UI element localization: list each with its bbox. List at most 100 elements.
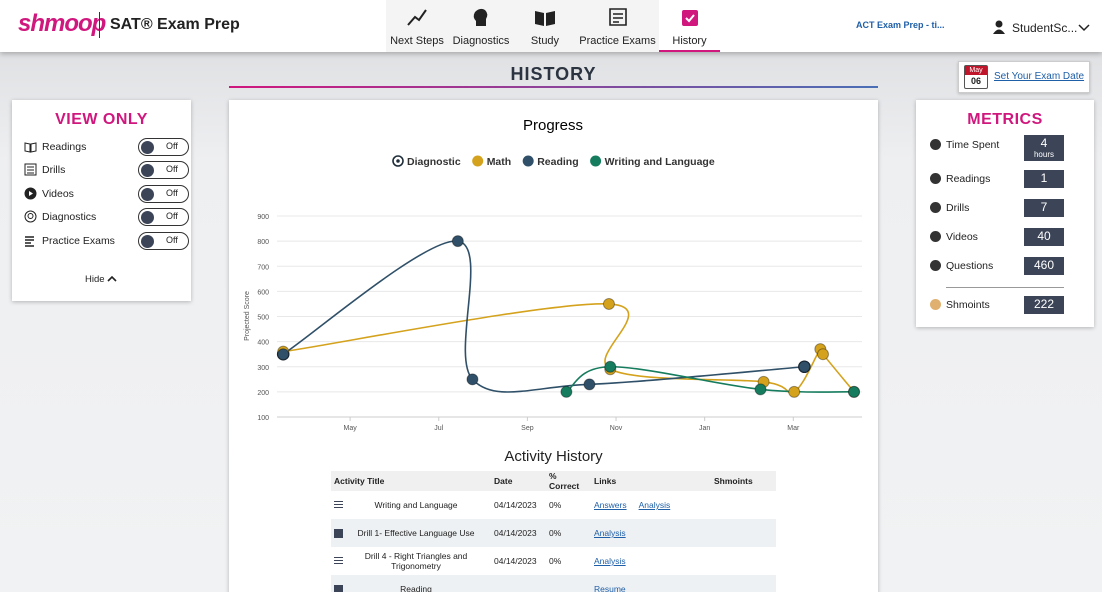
toggle-knob — [141, 163, 154, 177]
toggle-knob — [141, 140, 154, 154]
y-tick-label: 600 — [257, 289, 269, 296]
cell: Drill 1- Effective Language Use — [331, 519, 491, 547]
icon — [25, 236, 34, 247]
metrics-panel: METRICS Time Spent 4 hours Readings 1 Drills 7… — [916, 100, 1094, 327]
toggle-state: Off — [166, 141, 178, 151]
activity-link[interactable]: Resume — [594, 584, 626, 592]
metric-value: 460 — [1024, 257, 1064, 275]
legend-swatch — [472, 155, 484, 167]
metric-number: 1 — [1040, 171, 1048, 185]
activity-link[interactable]: Analysis — [594, 528, 626, 538]
y-tick-label: 200 — [257, 390, 269, 397]
cell: 04/14/2023 — [491, 519, 546, 547]
cell — [491, 575, 546, 592]
history-card: Progress Projected Score 100 200 300 400 500 60… — [229, 100, 878, 592]
legend-label: Reading — [537, 156, 578, 168]
metric-label: Readings — [946, 173, 991, 185]
icon — [608, 8, 627, 26]
toggle-state: Off — [166, 235, 178, 245]
divider — [99, 12, 100, 38]
activity-row: Reading Resume — [331, 575, 776, 592]
product-switch[interactable]: ACT Exam Prep - ti... — [856, 20, 945, 30]
cell: Analysis — [591, 547, 776, 575]
cell: Drill 4 - Right Triangles and Trigonomet… — [331, 547, 491, 575]
x-tick-label: May — [344, 425, 358, 432]
toggle[interactable]: Off — [138, 232, 189, 250]
x-tick-label: Sep — [521, 425, 534, 432]
metric-number: 460 — [1033, 258, 1055, 272]
chevron — [1078, 24, 1090, 32]
cell: 04/14/2023 — [494, 500, 537, 510]
activity-link[interactable]: Answers — [594, 500, 627, 510]
nav-tab[interactable]: Next Steps — [386, 0, 448, 52]
activity-link[interactable]: Analysis — [638, 500, 671, 510]
user-icon — [993, 20, 1005, 34]
x-tick-label: Jan — [699, 425, 710, 432]
icon — [24, 163, 37, 176]
activity-name: Drill 4 - Right Triangles and Trigonomet… — [364, 551, 468, 571]
toggle[interactable]: Off — [138, 208, 189, 226]
data-point — [817, 348, 829, 361]
product-name: SAT® Exam Prep — [110, 16, 240, 33]
metric-number: 7 — [1040, 200, 1048, 214]
y-tick-label: 100 — [257, 415, 269, 422]
page-title: HISTORY — [510, 64, 597, 84]
toggle[interactable]: Off — [138, 161, 189, 179]
nav-tab[interactable]: Practice Exams — [576, 0, 659, 52]
exam-date[interactable]: May 06 Set Your Exam Date — [958, 61, 1090, 93]
toggle-label: Videos — [42, 188, 74, 200]
exam-date-link[interactable]: Set Your Exam Date — [994, 71, 1085, 82]
metric-icon — [930, 231, 941, 242]
nav-tab[interactable]: History — [659, 0, 720, 52]
column-header: Links — [591, 471, 711, 491]
metric-value: 40 — [1024, 228, 1064, 246]
metric-label: Drills — [946, 202, 970, 214]
data-point — [788, 385, 801, 398]
activity-row: Writing and Language 04/14/2023 0% Answers A… — [331, 491, 776, 519]
toggle[interactable]: Off — [138, 185, 189, 203]
toggle-state: Off — [166, 188, 178, 198]
metric-unit: hours — [1033, 150, 1054, 159]
legend-label: Diagnostic — [407, 156, 461, 168]
tab-label: History — [672, 35, 707, 47]
metric-icon — [930, 202, 941, 213]
metric-icon — [930, 139, 941, 150]
nav-tab[interactable]: Study — [514, 0, 576, 52]
metric-value: 222 — [1024, 296, 1064, 314]
toggle-label: Practice Exams — [42, 235, 115, 247]
metric-number: 222 — [1033, 297, 1055, 311]
toggle-state: Off — [166, 211, 178, 221]
toggle-label: Drills — [42, 164, 66, 176]
diagnostic-core — [396, 159, 400, 163]
progress-chart: Progress Projected Score 100 200 300 400 500 60… — [244, 117, 862, 432]
metric-label: Time Spent — [946, 139, 1000, 151]
tab-label: Next Steps — [390, 35, 444, 47]
y-axis-label: Projected Score — [244, 291, 251, 341]
row-icon — [334, 500, 343, 510]
data-point — [277, 348, 290, 361]
x-tick-label: Nov — [610, 425, 623, 432]
data-point — [798, 360, 811, 373]
metric-value: 4 hours — [1024, 135, 1064, 161]
user-menu[interactable]: StudentSc... — [1012, 21, 1078, 35]
toggle[interactable]: Off — [138, 138, 189, 156]
logo[interactable]: shmoop — [18, 10, 106, 37]
icon — [24, 142, 37, 153]
cell: 0% — [549, 500, 562, 510]
activity-row: Drill 1- Effective Language Use 04/14/202… — [331, 519, 776, 547]
data-point — [604, 360, 617, 373]
cell: Resume — [591, 575, 776, 592]
metric-number: 4 — [1040, 136, 1048, 150]
panel-title: METRICS — [967, 111, 1043, 128]
toggle-knob — [141, 234, 154, 248]
chart-title: Progress — [523, 117, 583, 134]
icon — [407, 9, 427, 26]
nav-tab[interactable]: Diagnostics — [448, 0, 514, 52]
icon — [473, 8, 488, 26]
activity-name: Drill 1- Effective Language Use — [357, 528, 475, 539]
data-point — [451, 235, 464, 248]
cell — [546, 575, 591, 592]
activity-link[interactable]: Analysis — [594, 556, 626, 566]
title-underline — [229, 86, 878, 88]
hide-toggle[interactable]: Hide — [85, 274, 117, 285]
